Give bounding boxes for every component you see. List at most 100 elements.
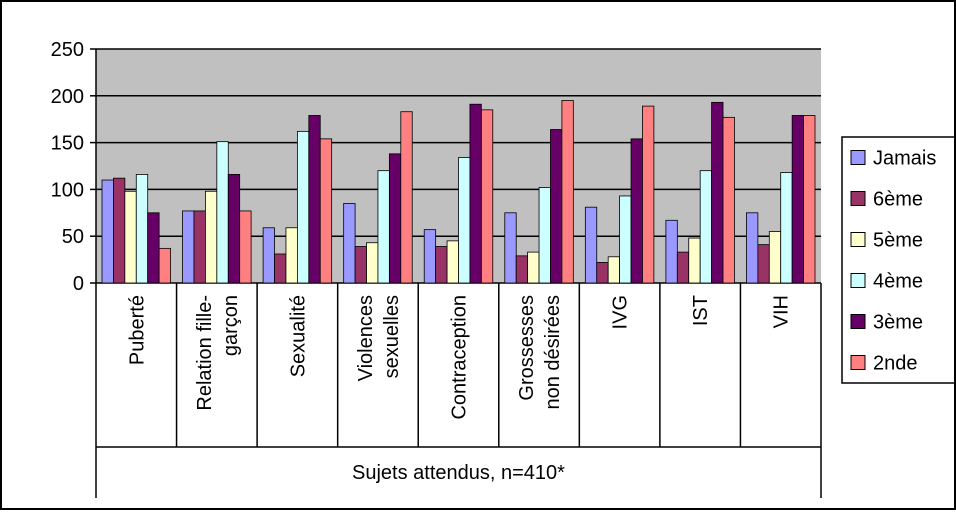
bar-2nde-4: [480, 109, 494, 284]
category-label: VIH: [771, 295, 793, 328]
category-label: Violences sexuelles: [355, 295, 403, 381]
category-label-line: non désirées: [542, 295, 564, 410]
legend-item: 3ème: [850, 312, 923, 334]
bar-2nde-6: [642, 105, 655, 284]
bar-Jamais-8: [746, 212, 759, 284]
bar-5ème-6: [607, 256, 621, 284]
legend-label: 3ème: [873, 312, 923, 334]
bar-Jamais-1: [182, 210, 195, 284]
bar-5ème-7: [688, 237, 701, 284]
category-label: Sexualité: [287, 295, 309, 377]
legend-swatch: [850, 232, 866, 247]
legend-label: 5ème: [873, 230, 923, 252]
bar-2nde-1: [239, 210, 252, 284]
y-tick-label: 150: [51, 133, 84, 155]
legend-item: 4ème: [850, 271, 923, 293]
bar-5ème-4: [446, 240, 459, 284]
bar-6ème-3: [354, 246, 367, 284]
bar-5ème-0: [124, 190, 137, 284]
bar-4ème-6: [619, 195, 632, 284]
legend-swatch: [850, 355, 866, 370]
bar-Jamais-2: [262, 227, 275, 284]
x-axis-title: Sujets attendus, n=410*: [352, 462, 565, 484]
bar-Jamais-5: [504, 212, 517, 284]
category-label: Grossesses non désirées: [516, 295, 564, 410]
bar-Jamais-6: [584, 206, 598, 284]
category-label: IVG: [610, 295, 632, 329]
category-label-line: Sexualité: [287, 295, 309, 377]
bar-5ème-3: [366, 242, 379, 284]
bar-2nde-7: [722, 116, 735, 284]
category-label-line: sexuelles: [381, 295, 403, 378]
bar-4ème-5: [538, 187, 551, 284]
bar-2nde-2: [319, 138, 333, 284]
bar-2nde-0: [158, 247, 171, 284]
category-label-line: Violences: [355, 295, 377, 381]
bar-6ème-5: [515, 255, 529, 284]
bar-4ème-8: [780, 172, 793, 284]
bar-3ème-3: [388, 153, 402, 284]
legend-item: Jamais: [850, 148, 936, 170]
category-label-line: Grossesses: [516, 295, 538, 401]
y-tick-label: 0: [73, 273, 84, 295]
bar-Jamais-0: [101, 179, 114, 284]
category-label: Relation fille-garçon: [194, 295, 242, 411]
bar-5ème-5: [527, 251, 540, 284]
legend-swatch: [850, 273, 866, 288]
category-label: IST: [690, 295, 712, 326]
y-tick-label: 100: [51, 179, 84, 201]
bar-Jamais-4: [423, 229, 437, 284]
bar-4ème-0: [135, 174, 149, 284]
bar-6ème-2: [274, 253, 287, 284]
category-labels: Puberté Relation fille-garçon Sexualité Vio…: [126, 295, 792, 420]
bar-3ème-8: [791, 115, 804, 284]
bar-5ème-8: [768, 231, 782, 284]
bar-6ème-7: [676, 251, 690, 284]
legend-label: 6ème: [873, 189, 923, 211]
bar-4ème-1: [216, 141, 229, 284]
bar-6ème-1: [193, 210, 206, 284]
bar-3ème-6: [630, 138, 643, 284]
bar-4ème-4: [458, 157, 471, 284]
legend-swatch: [850, 191, 866, 206]
bar-3ème-2: [308, 115, 321, 284]
category-label-line: Relation fille-: [194, 295, 216, 411]
bar-4ème-2: [296, 130, 310, 284]
legend-label: 2nde: [873, 353, 918, 375]
legend-label: 4ème: [873, 271, 923, 293]
bar-2nde-5: [561, 100, 574, 284]
bars: [101, 100, 816, 284]
bar-Jamais-3: [343, 203, 356, 284]
category-label-line: Contraception: [449, 295, 471, 420]
legend-item: 6ème: [850, 189, 923, 211]
bar-6ème-0: [113, 177, 126, 284]
bar-3ème-7: [711, 101, 724, 284]
bar-4ème-7: [699, 170, 712, 284]
bar-2nde-8: [803, 115, 816, 284]
bar-3ème-4: [469, 103, 482, 284]
category-label-line: Puberté: [126, 295, 148, 365]
legend-box: [841, 136, 956, 384]
bar-4ème-3: [377, 170, 390, 284]
y-tick-label: 200: [51, 86, 84, 108]
bar-6ème-8: [757, 244, 770, 284]
bar-5ème-2: [285, 227, 298, 284]
category-label-line: garçon: [220, 295, 242, 356]
bar-Jamais-7: [665, 219, 678, 284]
legend-swatch: [850, 150, 866, 165]
category-label: Contraception: [449, 295, 471, 420]
y-tick-label: 50: [62, 226, 84, 248]
legend-swatch: [850, 314, 866, 329]
bar-3ème-5: [550, 129, 563, 284]
category-label-line: IST: [690, 295, 712, 326]
bar-3ème-0: [147, 212, 160, 284]
category-label: Puberté: [126, 295, 148, 365]
y-tick-label: 250: [51, 39, 84, 61]
legend-item: 2nde: [850, 353, 918, 375]
bar-2nde-3: [400, 111, 413, 284]
bar-5ème-1: [205, 190, 218, 284]
bar-6ème-6: [596, 262, 609, 284]
legend-item: 5ème: [850, 230, 923, 252]
